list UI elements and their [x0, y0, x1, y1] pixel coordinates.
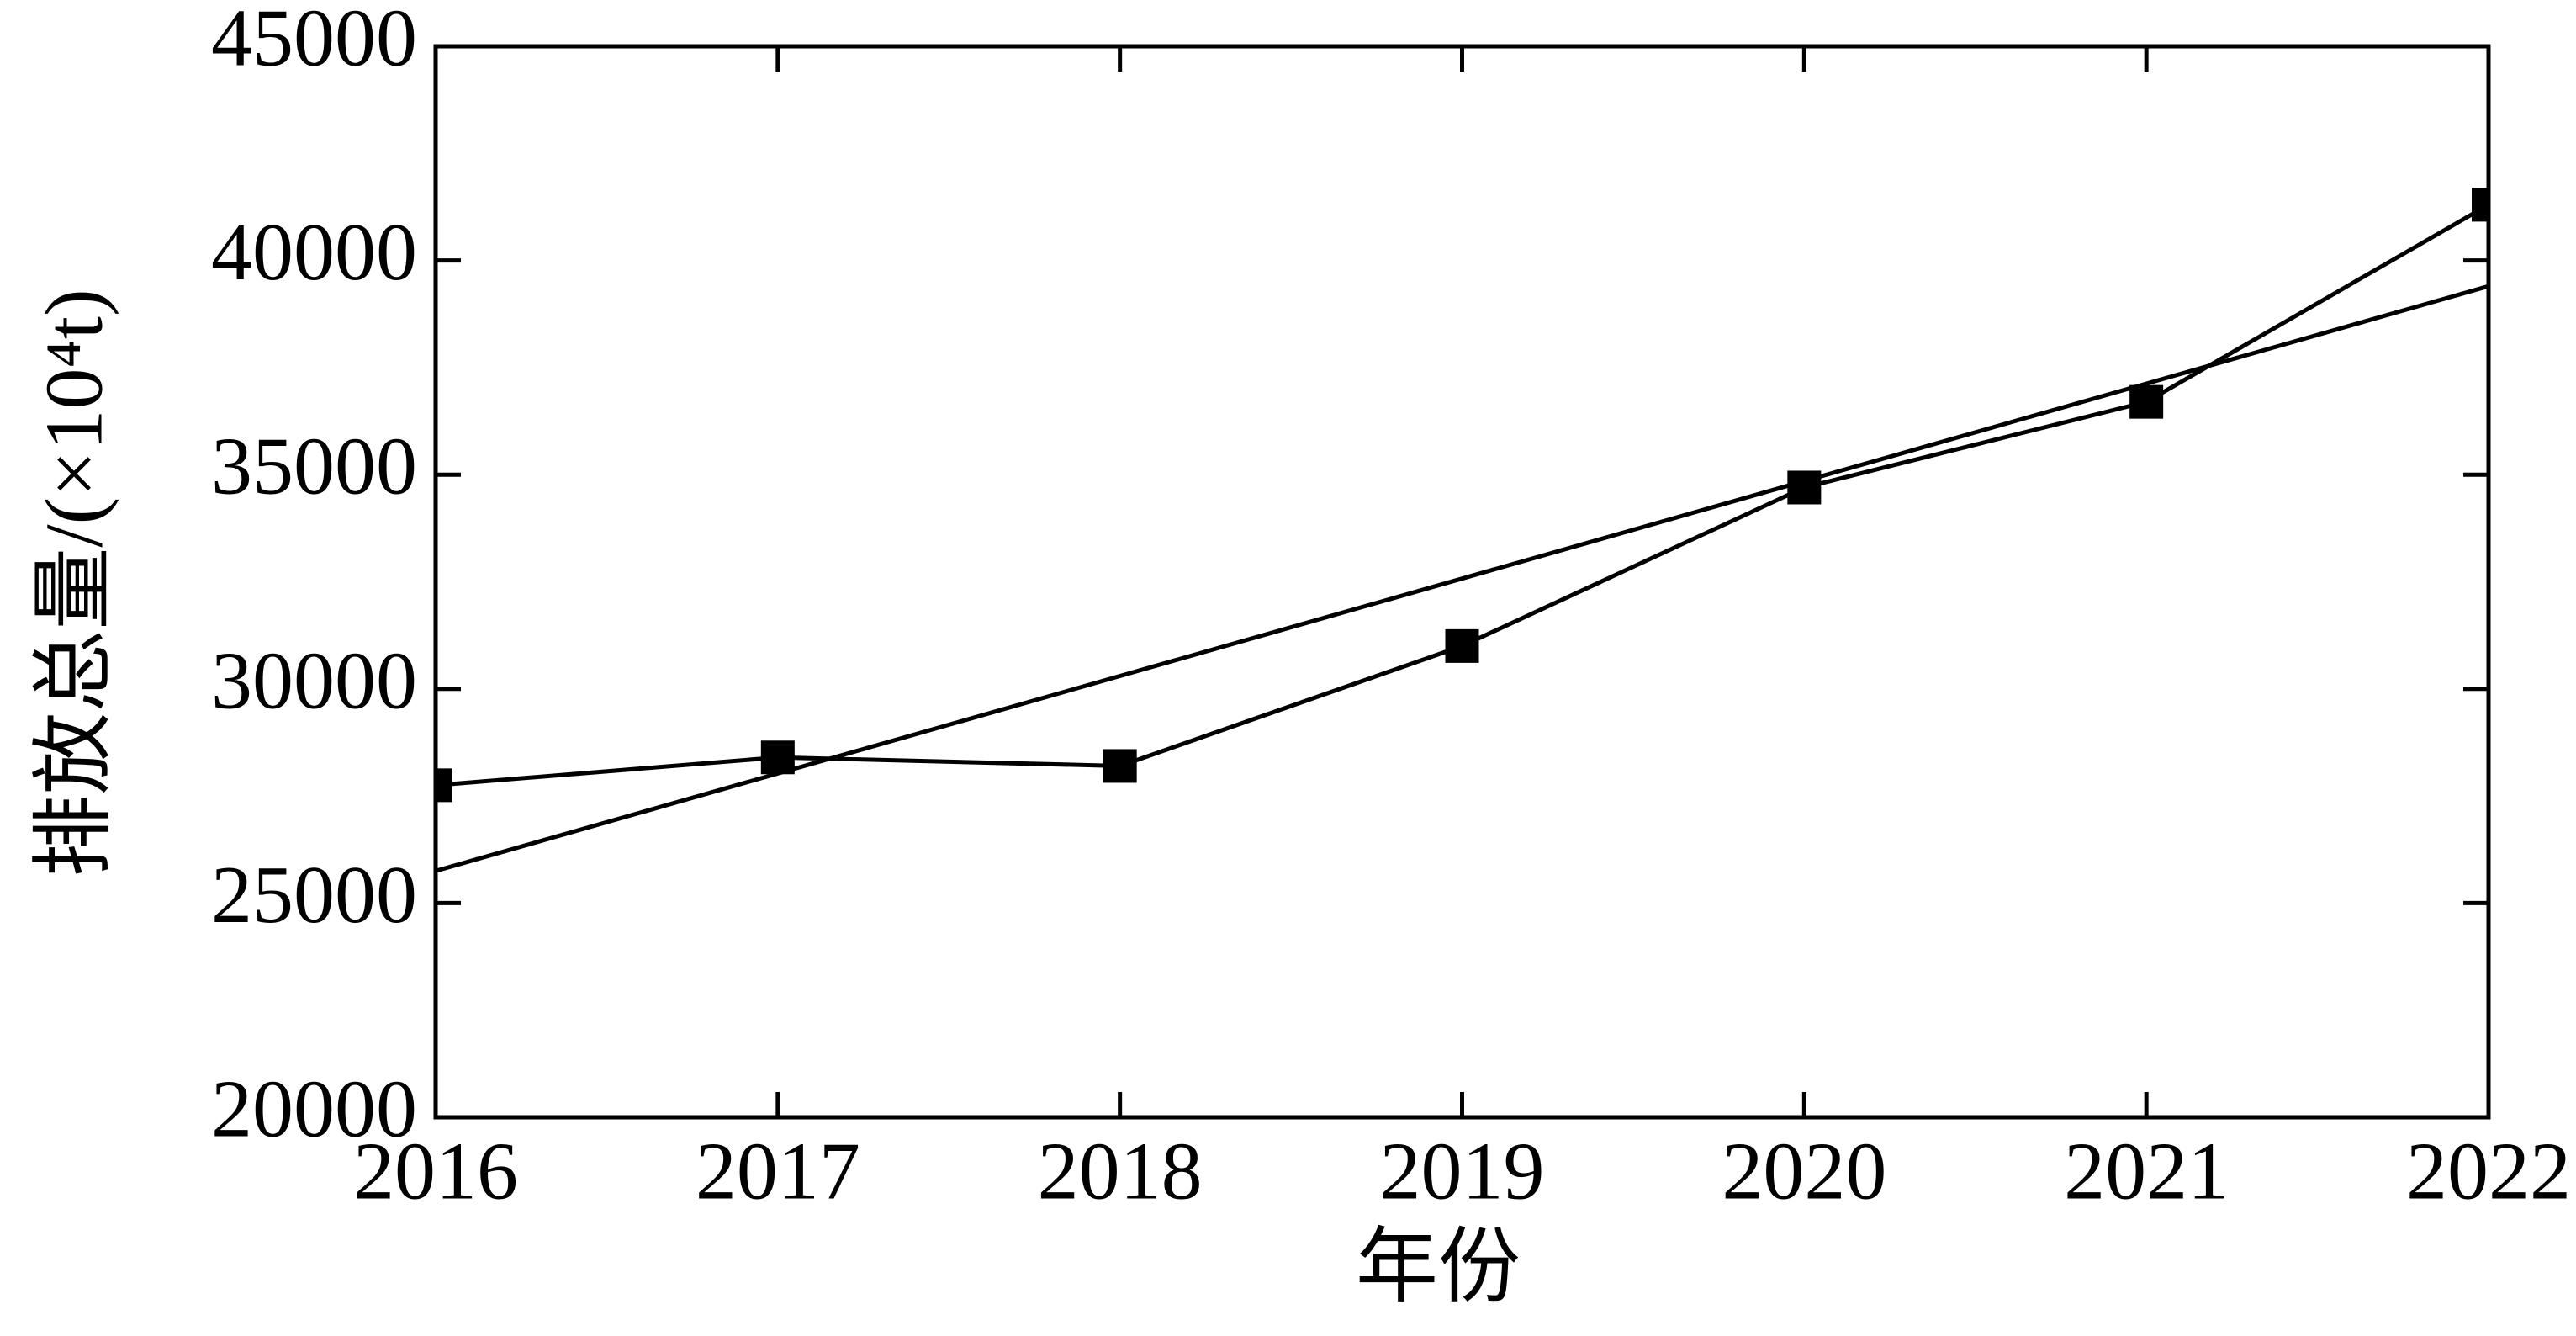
x-tick-label: 2019	[1380, 1126, 1545, 1217]
x-tick-label: 2020	[1722, 1126, 1886, 1217]
plot-frame	[433, 44, 2491, 1120]
y-tick-label: 45000	[211, 0, 417, 83]
plot-area	[436, 188, 2489, 873]
series-line	[436, 284, 2489, 873]
x-tick-label: 2021	[2064, 1126, 2229, 1217]
marker	[2472, 188, 2489, 222]
series-line	[436, 203, 2489, 787]
y-tick-label: 30000	[211, 635, 417, 726]
x-axis-title: 年份	[1356, 1222, 1521, 1312]
y-tick-label: 20000	[211, 1063, 417, 1154]
x-tick-label: 2016	[353, 1126, 518, 1217]
y-tick-label: 25000	[211, 850, 417, 941]
marker	[436, 768, 452, 803]
marker	[1445, 628, 1479, 663]
marker	[2129, 384, 2164, 419]
x-tick-label: 2017	[696, 1126, 860, 1217]
y-tick-label: 40000	[211, 207, 417, 298]
marker	[1103, 749, 1137, 783]
x-tick-label: 2018	[1038, 1126, 1203, 1217]
y-tick-label: 35000	[211, 421, 417, 512]
y-axis-title: 排放总量/(×10⁴t)	[29, 289, 119, 877]
x-tick-label: 2022	[2406, 1126, 2571, 1217]
